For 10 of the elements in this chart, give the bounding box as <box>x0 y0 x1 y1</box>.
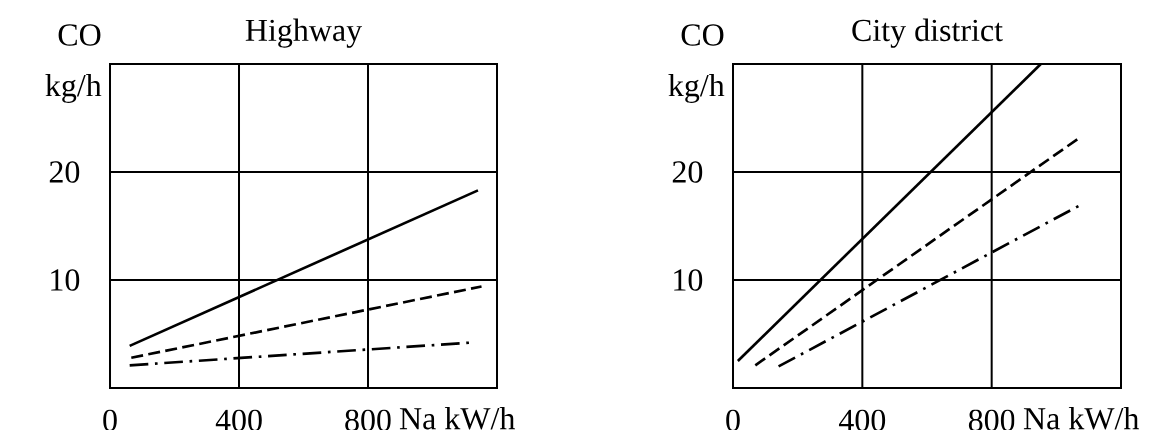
y-tick-label: 10 <box>674 269 703 291</box>
y-tick-label: 20 <box>672 161 703 183</box>
chart-title: City district <box>852 18 1003 48</box>
y-tick-label: 10 <box>51 269 80 291</box>
y-tick-label: 20 <box>49 161 80 183</box>
y-axis-title: CO kg/h <box>668 24 725 104</box>
chart-title: Highway <box>245 18 363 48</box>
y-axis-title: CO kg/h <box>45 24 102 104</box>
x-axis-title: Na kW/h <box>399 406 515 430</box>
x-axis-title: Na kW/h <box>1023 406 1139 430</box>
